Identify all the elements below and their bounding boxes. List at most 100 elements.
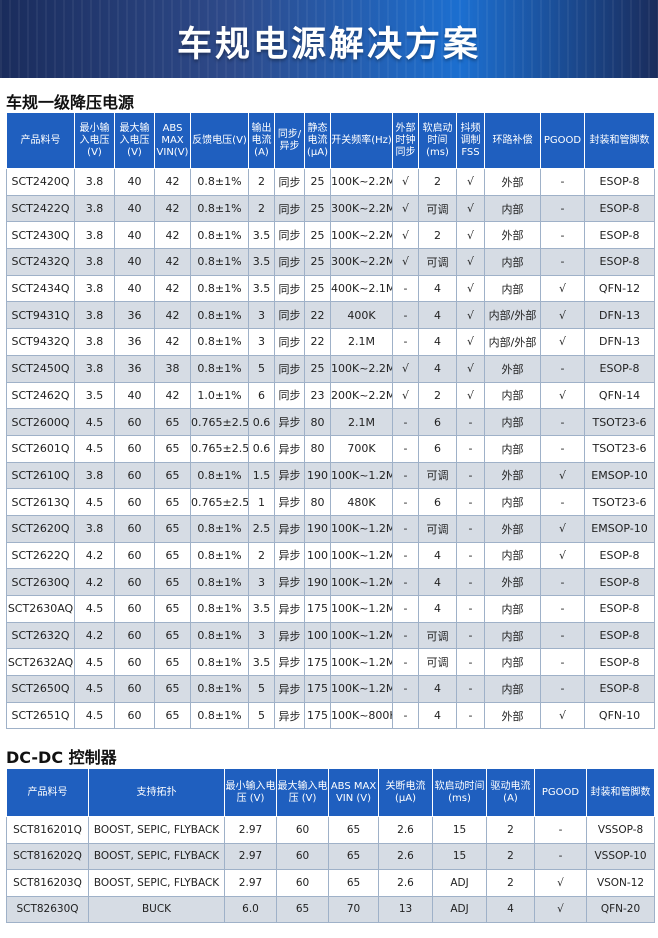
table-row: SCT2613Q4.560650.765±2.5%1异步80480K-6-内部-…: [6, 488, 655, 516]
table-cell: 可调: [418, 648, 457, 677]
table-cell: 0.8±1%: [190, 221, 249, 250]
table-cell: VSSOP-8: [586, 816, 655, 844]
table-cell: QFN-10: [584, 701, 655, 730]
table-cell: 60: [276, 816, 329, 844]
table-cell: -: [540, 488, 585, 516]
table-header-row: 产品料号 支持拓扑 最小输入电压 (V) 最大输入电压 (V) ABS MAX VIN …: [6, 768, 655, 817]
table-cell: 2.97: [224, 869, 277, 897]
column-header: 软启动时间(ms): [418, 112, 457, 169]
table-row: SCT9432Q 3.8 36 42 0.8±1% 3 同步 22 2.1M -4 √ 内部/外部 √ D…: [6, 328, 655, 356]
table-cell: 60: [114, 408, 155, 436]
table-cell: -: [540, 194, 585, 223]
table-cell: SCT2610Q: [6, 461, 75, 490]
table-cell: √: [540, 381, 585, 410]
table-cell: 0.8±1%: [190, 514, 249, 543]
table-cell: 3.8: [74, 221, 115, 250]
column-header: 软启动时间(ms): [432, 768, 487, 817]
table-cell: 15: [432, 816, 487, 844]
table-cell: 同步: [274, 328, 305, 356]
table-cell: 0.765±2.5%: [190, 434, 249, 463]
table-cell: -: [456, 568, 485, 596]
table-cell: 3.8: [74, 274, 115, 303]
table-cell: 65: [154, 408, 191, 436]
table-cell: 40: [114, 381, 155, 410]
table-cell: √: [540, 541, 585, 570]
section-title-controller: DC-DC 控制器: [6, 748, 117, 767]
table-cell: -: [456, 488, 485, 516]
table-cell: 65: [154, 621, 191, 650]
column-header: 同步/异步: [274, 112, 305, 169]
table-cell: 100K~1.2M: [330, 595, 393, 623]
column-header: 封装和管脚数: [586, 768, 655, 817]
table-cell: 60: [114, 434, 155, 463]
table-cell: 同步: [274, 381, 305, 410]
table-cell: 3: [248, 568, 275, 596]
table-cell: 0.6: [248, 434, 275, 463]
table-cell: 0.8±1%: [190, 461, 249, 490]
table-cell: 4.5: [74, 648, 115, 677]
table-cell: 可调: [418, 621, 457, 650]
table-cell: √: [540, 328, 585, 356]
table-cell: 65: [154, 595, 191, 623]
table-cell: SCT2430Q: [6, 221, 75, 250]
table-cell: DFN-13: [584, 328, 655, 356]
table-cell: VSON-12: [586, 869, 655, 897]
table-cell: TSOT23-6: [584, 434, 655, 463]
table-cell: 异步: [274, 514, 305, 543]
table-cell: √: [392, 354, 419, 383]
table-cell: 异步: [274, 595, 305, 623]
table-cell: -: [392, 434, 419, 463]
table-cell: 2.97: [224, 842, 277, 870]
table-cell: ESOP-8: [584, 541, 655, 570]
table-cell: √: [392, 248, 419, 276]
table-cell: 2.97: [224, 816, 277, 844]
table-header-row: 产品料号 最小输入电压(V) 最大输入电压(V) ABS MAX VIN(V) 反馈电压…: [6, 112, 655, 169]
table-cell: √: [456, 381, 485, 410]
table-cell: SCT2651Q: [6, 701, 75, 730]
column-header: 最大输入电压 (V): [276, 768, 329, 817]
table-cell: 4: [418, 354, 457, 383]
table-cell: 60: [114, 514, 155, 543]
column-header: PGOOD: [540, 112, 585, 169]
table-cell: ESOP-8: [584, 221, 655, 250]
column-header: 环路补偿: [484, 112, 541, 169]
table-cell: 外部: [484, 568, 541, 596]
table-cell: QFN-12: [584, 274, 655, 303]
table-cell: -: [456, 408, 485, 436]
table-cell: 100K~1.2M: [330, 648, 393, 677]
table-cell: 65: [154, 541, 191, 570]
table-cell: 0.8±1%: [190, 541, 249, 570]
table-cell: -: [456, 434, 485, 463]
table-cell: 40: [114, 221, 155, 250]
table-cell: -: [540, 354, 585, 383]
table-cell: -: [392, 274, 419, 303]
table-cell: -: [456, 648, 485, 677]
table-cell: 内部: [484, 248, 541, 276]
table-cell: 1: [248, 488, 275, 516]
table-cell: 可调: [418, 194, 457, 223]
table-cell: 42: [154, 301, 191, 330]
table-cell: 4: [418, 568, 457, 596]
table-cell: 42: [154, 328, 191, 356]
table-cell: 70: [328, 895, 379, 923]
table-cell: 2: [418, 381, 457, 410]
table-cell: 42: [154, 381, 191, 410]
table-cell: 60: [276, 842, 329, 870]
table-cell: 4.5: [74, 701, 115, 730]
table-cell: 25: [304, 194, 331, 223]
table-cell: 25: [304, 221, 331, 250]
table-cell: TSOT23-6: [584, 408, 655, 436]
table-cell: 40: [114, 248, 155, 276]
table-cell: 异步: [274, 621, 305, 650]
table-cell: 可调: [418, 514, 457, 543]
table-cell: 0.8±1%: [190, 194, 249, 223]
table-cell: 100K~1.2M: [330, 461, 393, 490]
table-cell: -: [392, 541, 419, 570]
table-cell: 同步: [274, 354, 305, 383]
table-cell: 内部: [484, 488, 541, 516]
table-cell: 65: [154, 461, 191, 490]
table-cell: 4: [418, 701, 457, 730]
table-cell: 4: [418, 274, 457, 303]
table-cell: 2: [486, 869, 535, 897]
table-cell: √: [540, 701, 585, 730]
